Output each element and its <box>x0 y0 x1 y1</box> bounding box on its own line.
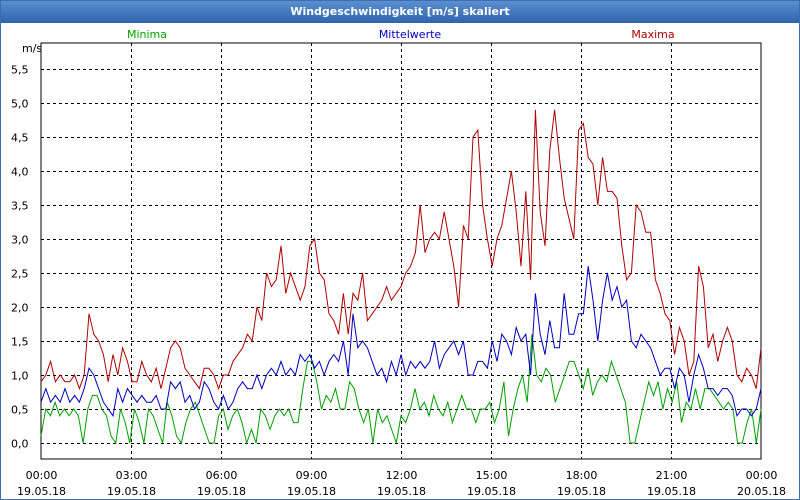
x-tick-date: 19.05.18 <box>107 485 156 498</box>
x-tick-time: 03:00 <box>116 469 148 482</box>
legend-mittelwerte: Mittelwerte <box>379 28 442 41</box>
x-tick-time: 09:00 <box>296 469 328 482</box>
legend-maxima: Maxima <box>631 28 674 41</box>
x-tick-date: 19.05.18 <box>557 485 606 498</box>
y-tick-label: 4,5 <box>11 132 29 145</box>
x-tick-date: 19.05.18 <box>467 485 516 498</box>
y-tick-label: 0,5 <box>11 404 29 417</box>
grid <box>40 42 762 460</box>
x-tick-date: 19.05.18 <box>197 485 246 498</box>
y-tick-label: 4,0 <box>11 166 29 179</box>
y-tick-label: 2,0 <box>11 302 29 315</box>
y-tick-label: 1,5 <box>11 336 29 349</box>
y-tick-label: 1,0 <box>11 370 29 383</box>
series-line-mittelwerte <box>40 266 762 418</box>
x-tick-date: 19.05.18 <box>647 485 696 498</box>
y-tick-label: 3,5 <box>11 200 29 213</box>
x-tick-time: 12:00 <box>386 469 418 482</box>
x-tick-time: 00:00 <box>746 469 778 482</box>
x-tick-date: 20.05.18 <box>737 485 786 498</box>
y-axis-ticks: 0,0 0,5 1,0 1,5 2,0 2,5 3,0 3,5 4,0 4,5 5,0 5,5 <box>11 64 29 451</box>
legend-minima: Minima <box>127 28 167 41</box>
x-axis-ticks: 00:00 19.05.18 03:00 19.05.18 06:00 19.05.18 0… <box>17 469 786 498</box>
y-tick-label: 5,5 <box>11 64 29 77</box>
x-tick-date: 19.05.18 <box>287 485 336 498</box>
series-line-minima <box>40 334 762 445</box>
x-tick-date: 19.05.18 <box>377 485 426 498</box>
y-tick-label: 2,5 <box>11 268 29 281</box>
window-title: Windgeschwindigkeit [m/s] skaliert <box>1 1 799 23</box>
x-tick-time: 21:00 <box>656 469 688 482</box>
x-tick-time: 15:00 <box>476 469 508 482</box>
series-lines <box>40 109 762 445</box>
y-tick-label: 0,0 <box>11 438 29 451</box>
y-axis-label: m/s <box>22 42 42 55</box>
series-line-maxima <box>40 109 762 391</box>
x-tick-time: 06:00 <box>206 469 238 482</box>
y-tick-label: 3,0 <box>11 234 29 247</box>
x-tick-date: 19.05.18 <box>17 485 66 498</box>
x-tick-time: 00:00 <box>26 469 58 482</box>
y-tick-label: 5,0 <box>11 98 29 111</box>
x-tick-time: 18:00 <box>566 469 598 482</box>
